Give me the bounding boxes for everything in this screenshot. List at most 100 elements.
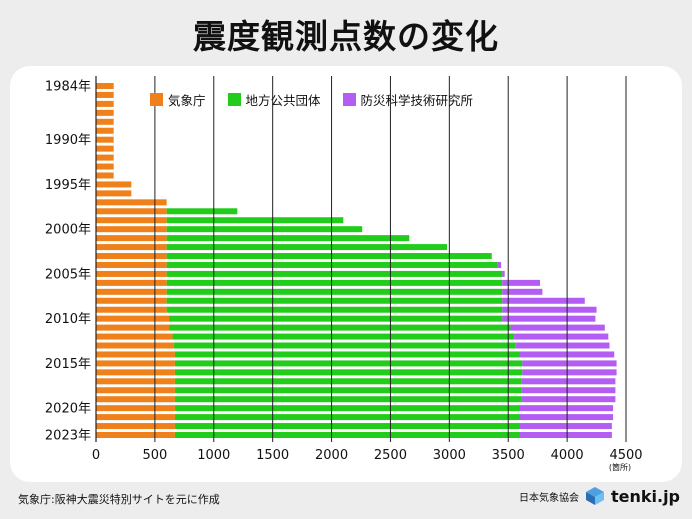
x-tick-label: 2000 — [315, 448, 348, 463]
tenki-logo-icon — [585, 487, 604, 505]
bar-2006-series-0 — [96, 279, 167, 286]
bar-2015-series-2 — [522, 360, 617, 367]
bar-2021-series-2 — [520, 414, 614, 421]
bar-2019-series-2 — [521, 396, 616, 403]
bar-1992-series-0 — [96, 154, 114, 161]
bar-1993-series-0 — [96, 163, 114, 170]
bar-2000-series-0 — [96, 226, 167, 233]
legend-label-nied: 防災科学技術研究所 — [360, 93, 474, 108]
brand-name: tenki.jp — [610, 486, 680, 506]
bar-2015-series-1 — [174, 360, 523, 367]
bar-2017-series-2 — [521, 378, 616, 385]
bar-2007-series-1 — [166, 288, 503, 295]
legend-swatch-jma — [150, 93, 163, 106]
x-tick-label: 500 — [142, 448, 167, 463]
bar-2023-series-1 — [174, 432, 520, 438]
bar-2009-series-0 — [96, 306, 167, 313]
bar-2020-series-2 — [520, 405, 614, 412]
bar-2019-series-0 — [96, 396, 175, 403]
x-tick-label: 4000 — [551, 448, 584, 463]
bar-2004-series-2 — [497, 261, 502, 268]
bar-1988-series-0 — [96, 118, 114, 125]
bar-2007-series-0 — [96, 288, 167, 295]
bar-2014-series-1 — [174, 351, 520, 358]
bar-2011-series-1 — [169, 324, 511, 331]
y-tick-label: 2010年 — [45, 312, 91, 327]
bar-2016-series-1 — [174, 369, 523, 376]
x-tick-label: 1000 — [197, 448, 230, 463]
y-tick-label: 1990年 — [45, 133, 91, 148]
bar-2021-series-0 — [96, 414, 175, 421]
bar-1984-series-0 — [96, 83, 114, 89]
bar-2014-series-0 — [96, 351, 175, 358]
bar-2009-series-2 — [502, 306, 597, 313]
bar-2023-series-2 — [520, 432, 612, 438]
bar-2008-series-0 — [96, 297, 167, 304]
bar-2009-series-1 — [166, 306, 503, 313]
bar-2002-series-0 — [96, 244, 167, 251]
credit: 日本気象協会 tenki.jp — [519, 486, 680, 506]
bar-2020-series-1 — [174, 405, 520, 412]
bar-2007-series-2 — [502, 288, 543, 295]
bar-1999-series-1 — [166, 217, 344, 224]
bar-2004-series-1 — [166, 261, 498, 268]
legend-item-jma: 気象庁 — [150, 90, 206, 109]
bar-1990-series-0 — [96, 136, 114, 143]
y-tick-label: 1995年 — [45, 178, 91, 193]
bar-1987-series-0 — [96, 109, 114, 116]
bar-2018-series-1 — [174, 387, 522, 394]
bar-2005-series-1 — [166, 270, 503, 277]
x-tick-label: 4500 — [609, 448, 642, 463]
bar-2005-series-0 — [96, 270, 167, 277]
bar-2012-series-1 — [172, 333, 515, 340]
x-tick-label: 2500 — [374, 448, 407, 463]
bar-2010-series-1 — [169, 315, 503, 322]
legend-swatch-local-gov — [227, 93, 241, 106]
bar-2019-series-1 — [174, 396, 522, 403]
chart-title: 震度観測点数の変化 — [193, 17, 499, 56]
bar-2001-series-0 — [96, 235, 167, 242]
y-tick-label: 2005年 — [45, 267, 91, 282]
legend-item-nied: 防災科学技術研究所 — [342, 90, 474, 109]
bar-2000-series-1 — [166, 226, 363, 233]
bar-1995-series-0 — [96, 181, 132, 188]
bar-2002-series-1 — [166, 244, 447, 251]
x-tick-label: 0 — [92, 448, 100, 463]
bar-2011-series-0 — [96, 324, 170, 331]
bar-2013-series-1 — [173, 342, 516, 349]
bar-2004-series-0 — [96, 261, 167, 268]
bar-2015-series-0 — [96, 360, 175, 367]
y-tick-label: 2000年 — [45, 223, 91, 238]
bar-2010-series-2 — [502, 315, 596, 322]
source-note: 気象庁:阪神大震災特別サイトを元に作成 — [18, 493, 220, 506]
bar-2001-series-1 — [166, 235, 410, 242]
bar-1999-series-0 — [96, 217, 167, 224]
legend-label-jma: 気象庁 — [168, 93, 206, 108]
chart-legend: 気象庁 地方公共団体 防災科学技術研究所 — [150, 90, 473, 109]
legend-swatch-nied — [342, 93, 356, 106]
bar-2016-series-2 — [522, 369, 617, 376]
bar-2012-series-2 — [514, 333, 609, 340]
bar-2017-series-0 — [96, 378, 175, 385]
bar-2017-series-1 — [174, 378, 522, 385]
bar-1997-series-0 — [96, 199, 167, 206]
bar-1994-series-0 — [96, 172, 114, 179]
org-name: 日本気象協会 — [518, 492, 579, 504]
bar-2013-series-2 — [515, 342, 610, 349]
bar-2008-series-1 — [166, 297, 503, 304]
bar-1998-series-1 — [166, 208, 238, 215]
bar-2010-series-0 — [96, 315, 170, 322]
x-tick-label: 3000 — [433, 448, 466, 463]
bar-2023-series-0 — [96, 432, 175, 438]
bar-2022-series-0 — [96, 423, 175, 430]
bar-1985-series-0 — [96, 91, 114, 98]
bar-2006-series-1 — [166, 279, 503, 286]
y-tick-label: 1984年 — [45, 80, 91, 95]
bar-2016-series-0 — [96, 369, 175, 376]
y-tick-label: 2023年 — [45, 429, 91, 444]
x-tick-label: 1500 — [256, 448, 289, 463]
bar-2020-series-0 — [96, 405, 175, 412]
bar-2018-series-0 — [96, 387, 175, 394]
bar-1991-series-0 — [96, 145, 114, 152]
